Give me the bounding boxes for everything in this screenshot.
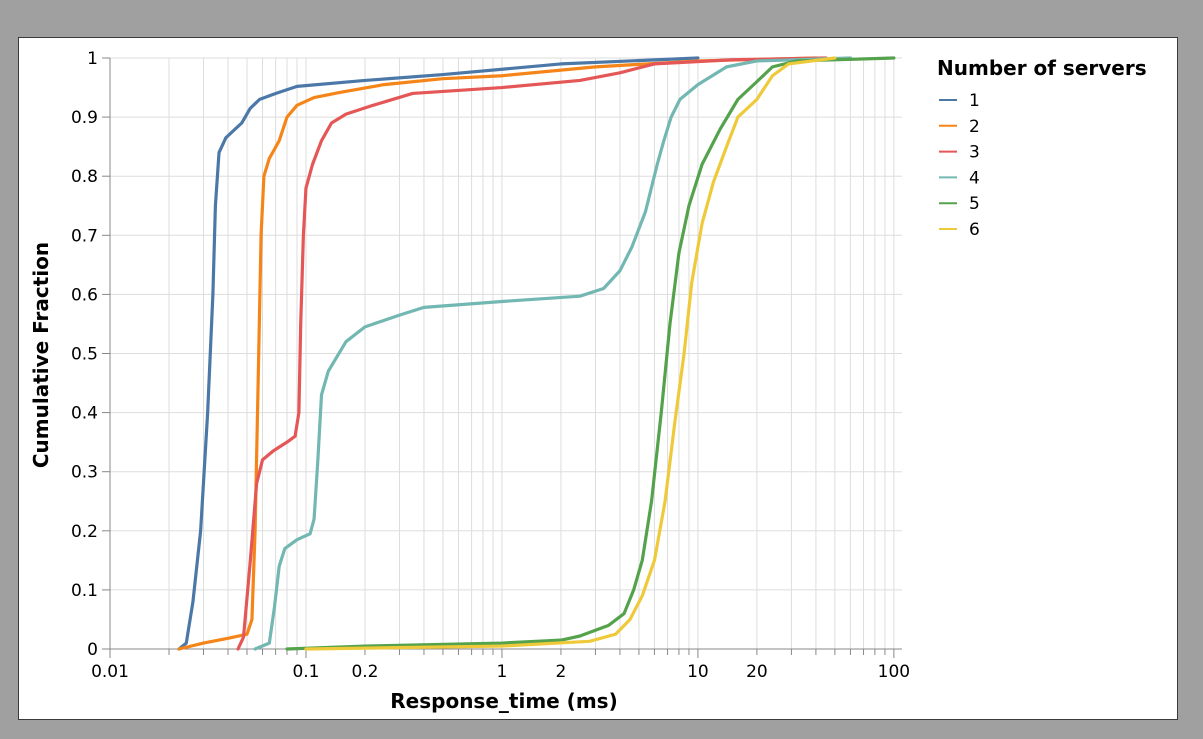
x-tick-label: 0.2 [351, 662, 378, 682]
legend: Number of servers 1 2 3 4 5 6 [937, 56, 1147, 240]
x-tick-label: 100 [878, 662, 910, 682]
legend-label-2: 2 [969, 117, 980, 137]
legend-label-6: 6 [969, 220, 980, 240]
axes: 0 0.1 0.2 0.3 0.4 0.5 0.6 0.7 0.8 0.9 1 0.01 0.1 0.2 1… [71, 49, 910, 682]
y-tick-label: 0.2 [71, 522, 98, 542]
y-tick-label: 0.7 [71, 226, 98, 246]
series-line-2 [177, 56, 818, 651]
y-tick-label: 0.6 [71, 285, 98, 305]
series-line-1 [177, 56, 700, 651]
y-tick-label: 0.9 [71, 108, 98, 128]
legend-label-4: 4 [969, 168, 980, 188]
series-line-5 [285, 56, 896, 651]
series-line-4 [253, 56, 853, 651]
x-tick-label: 0.1 [292, 662, 319, 682]
x-axis-title: Response_time (ms) [390, 689, 617, 713]
series-line-3 [236, 56, 828, 651]
grid-lines [109, 57, 902, 650]
chart-panel: 0 0.1 0.2 0.3 0.4 0.5 0.6 0.7 0.8 0.9 1 0.01 0.1 0.2 1… [18, 37, 1178, 720]
y-tick-label: 0.3 [71, 463, 98, 483]
series-lines [177, 56, 896, 651]
x-tick-label: 10 [687, 662, 709, 682]
y-tick-label: 0.1 [71, 581, 98, 601]
y-tick-label: 1 [87, 49, 98, 69]
series-line-6 [304, 56, 837, 651]
x-tick-label: 1 [497, 662, 508, 682]
y-tick-label: 0.8 [71, 167, 98, 187]
y-axis-title: Cumulative Fraction [29, 242, 53, 468]
x-tick-label: 20 [746, 662, 768, 682]
y-tick-label: 0.4 [71, 404, 98, 424]
legend-title: Number of servers [937, 56, 1147, 80]
y-tick-label: 0.5 [71, 345, 98, 365]
y-tick-label: 0 [87, 640, 98, 660]
legend-items: 1 2 3 4 5 6 [939, 91, 980, 240]
x-tick-label: 0.01 [91, 662, 129, 682]
cdf-chart: 0 0.1 0.2 0.3 0.4 0.5 0.6 0.7 0.8 0.9 1 0.01 0.1 0.2 1… [29, 49, 1147, 713]
legend-label-5: 5 [969, 194, 980, 214]
legend-label-1: 1 [969, 91, 980, 111]
legend-label-3: 3 [969, 143, 980, 163]
x-tick-label: 2 [556, 662, 567, 682]
